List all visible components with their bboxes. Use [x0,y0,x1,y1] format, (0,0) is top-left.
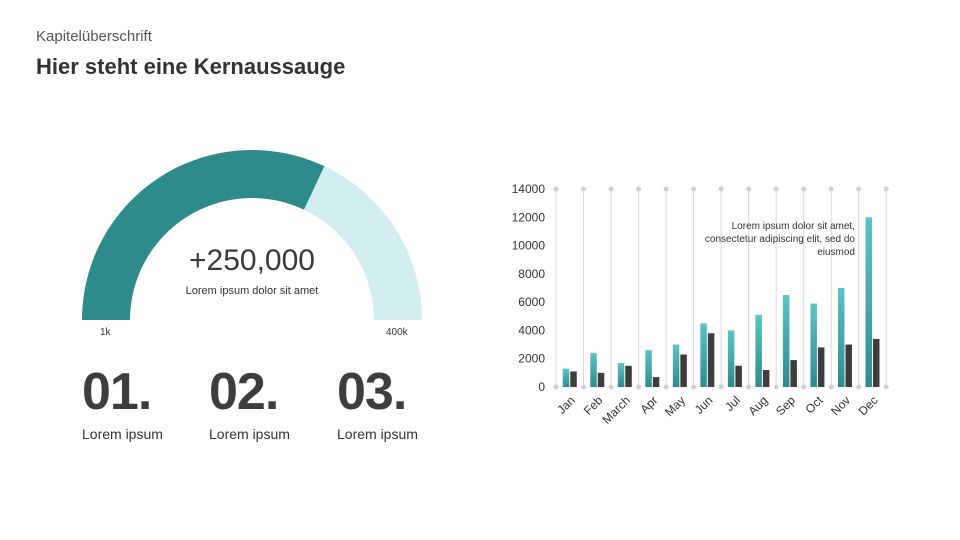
grid-dot-bottom [856,384,862,390]
grid-dot-top [746,186,752,192]
bar-series-2 [652,377,660,387]
grid-dot-bottom [828,384,834,390]
bar-series-2 [872,338,880,387]
x-tick-label: Jun [692,393,716,417]
y-tick-label: 10000 [512,239,546,253]
stat-label: Lorem ipsum [337,426,418,442]
y-tick-label: 12000 [512,210,546,224]
y-tick-label: 6000 [518,295,545,309]
grid-dot-bottom [773,384,779,390]
grid-dot-top [828,186,834,192]
bar-series-1 [837,288,845,387]
grid-dot-bottom [746,384,752,390]
x-tick-label: March [599,393,632,426]
y-tick-label: 0 [538,380,545,394]
x-tick-label: Apr [637,393,660,416]
bar-series-2 [845,344,852,387]
stat-label: Lorem ipsum [82,426,163,442]
bar-series-2 [680,354,687,387]
bar-series-1 [672,344,680,387]
grid-dot-bottom [608,384,614,390]
grid-dot-bottom [581,384,587,390]
stat-number: 02. [209,363,279,421]
bar-series-1 [727,330,735,387]
x-tick-label: Jan [554,393,578,417]
y-tick-label: 14000 [512,182,546,196]
grid-dot-bottom [553,384,559,390]
bar-series-1 [590,353,597,387]
gauge-chart [82,150,422,320]
grid-dot-bottom [691,384,697,390]
gauge-max-label: 400k [386,327,408,338]
page-title: Hier steht eine Kernaussauge [36,54,346,79]
grid-dot-top [801,186,807,192]
gauge-fill [82,150,325,320]
grid-dot-top [718,186,724,192]
grid-dot-top [773,186,779,192]
grid-dot-bottom [636,384,642,390]
bar-series-1 [755,314,762,387]
grid-dot-top [856,186,862,192]
bar-series-2 [817,347,825,387]
x-tick-label: Aug [746,393,771,418]
grid-dot-top [581,186,587,192]
bar-series-2 [625,365,632,387]
grid-dot-top [636,186,642,192]
x-tick-label: May [662,393,688,419]
stat-number: 01. [82,363,152,421]
grid-dot-top [691,186,697,192]
bar-series-2 [735,365,742,387]
grid-dot-top [608,186,614,192]
bar-series-2 [570,371,577,387]
bar-series-2 [707,333,715,387]
chart-annotation: Lorem ipsum dolor sit amet, consectetur … [704,221,855,258]
bar-series-2 [790,360,797,387]
grid-dot-bottom [883,384,889,390]
gauge-track [303,166,422,320]
x-tick-label: Sep [773,393,798,418]
bar-series-1 [782,295,790,387]
grid-dot-bottom [718,384,724,390]
bar-series-1 [645,350,652,387]
bar-series-1 [617,362,625,387]
x-tick-label: Nov [828,393,853,418]
y-tick-label: 2000 [518,352,545,366]
stat-item-3: 03. Lorem ipsum [337,362,477,442]
bar-series-2 [597,372,605,387]
bar-series-1 [700,323,707,387]
grid-dot-bottom [663,384,669,390]
x-tick-label: Jul [722,393,743,414]
stat-item-1: 01. Lorem ipsum [82,362,222,442]
y-tick-label: 8000 [518,267,545,281]
x-tick-label: Oct [802,393,826,417]
bar-series-2 [762,370,770,387]
bar-series-1 [865,217,872,387]
gauge-value: +250,000 [189,244,315,277]
stat-label: Lorem ipsum [209,426,290,442]
chapter-heading: Kapitelüberschrift [36,28,152,45]
gauge-caption: Lorem ipsum dolor sit amet [185,285,319,297]
y-tick-label: 4000 [518,323,545,337]
x-tick-label: Dec [856,393,881,418]
bar-series-1 [810,303,817,387]
grid-dot-top [663,186,669,192]
gauge-min-label: 1k [100,327,111,338]
stat-item-2: 02. Lorem ipsum [209,362,349,442]
grid-dot-top [553,186,559,192]
grid-dot-top [883,186,889,192]
stat-number: 03. [337,363,407,421]
bar-series-1 [562,368,570,387]
grid-dot-bottom [801,384,807,390]
